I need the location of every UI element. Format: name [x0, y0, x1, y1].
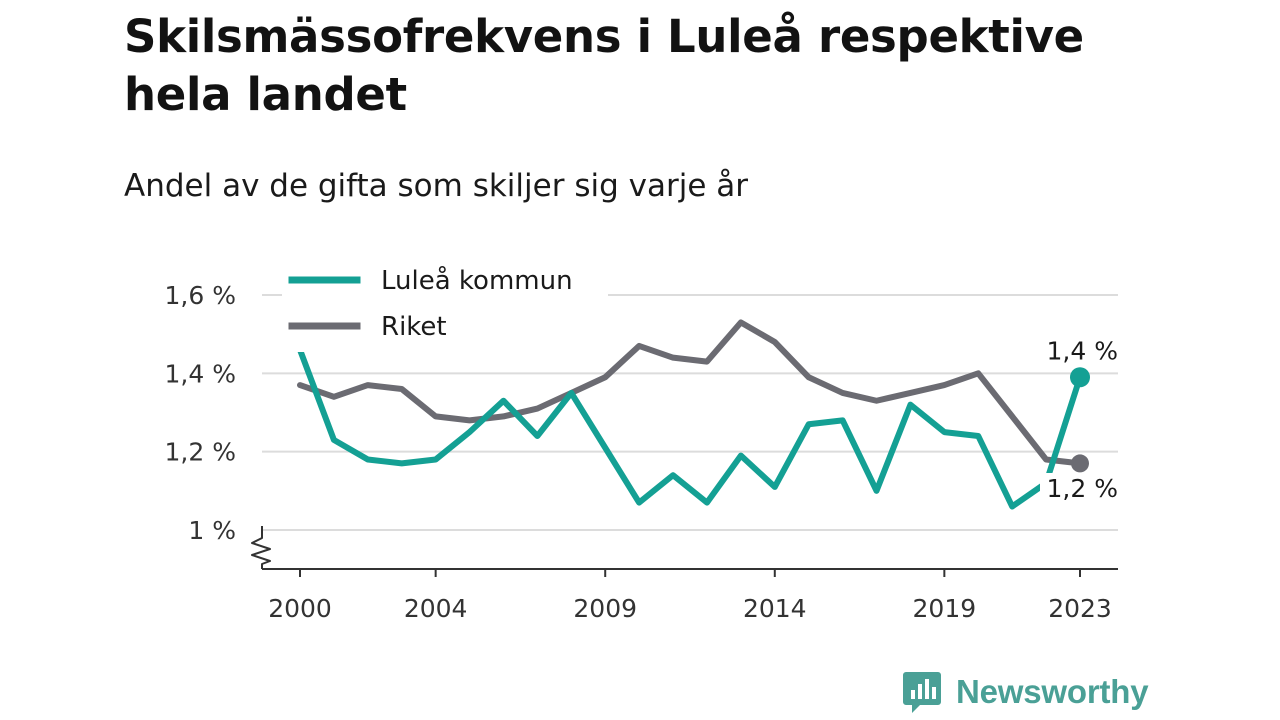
y-axis-tick-labels: 1 % 1,2 % 1,4 % 1,6 %: [165, 281, 236, 545]
end-markers: 1,4 % 1,2 %: [1040, 336, 1118, 503]
end-marker-riket: [1071, 454, 1089, 473]
y-tick-label: 1,2 %: [165, 438, 236, 467]
series-line-riket: [297, 319, 1083, 467]
y-tick-label: 1,6 %: [165, 281, 236, 310]
y-tick-label: 1 %: [188, 516, 236, 545]
end-label-riket-background: [1040, 473, 1118, 503]
chart-title: Skilsmässofrekvens i Luleå respektive he…: [124, 10, 1084, 121]
series-lines: [297, 319, 1083, 510]
y-axis-break-icon: [251, 526, 271, 569]
y-tick-label: 1,4 %: [165, 359, 236, 388]
x-axis-tick-labels: 2000 2004 2009 2014 2019 2023: [268, 594, 1112, 623]
x-axis: [262, 568, 1118, 577]
x-tick-label: 2000: [268, 594, 332, 623]
x-tick-label: 2009: [573, 594, 637, 623]
legend-label: Luleå kommun: [381, 265, 573, 296]
series-line-lulea: [297, 346, 1083, 510]
end-label-riket: 1,2 %: [1047, 474, 1118, 503]
legend: Luleå kommun Riket: [282, 262, 608, 352]
x-tick-label: 2019: [913, 594, 977, 623]
chart-subtitle: Andel av de gifta som skiljer sig varje …: [124, 168, 748, 204]
newsworthy-logo: Newsworthy: [902, 668, 1149, 716]
legend-label: Riket: [381, 312, 447, 342]
brand-name: Newsworthy: [956, 673, 1149, 710]
end-marker-lulea: [1070, 367, 1090, 388]
newsworthy-logo-icon: [903, 672, 941, 713]
end-label-lulea: 1,4 %: [1047, 336, 1118, 365]
x-tick-label: 2004: [404, 594, 468, 623]
x-tick-label: 2014: [743, 594, 807, 623]
x-tick-label: 2023: [1048, 594, 1112, 623]
